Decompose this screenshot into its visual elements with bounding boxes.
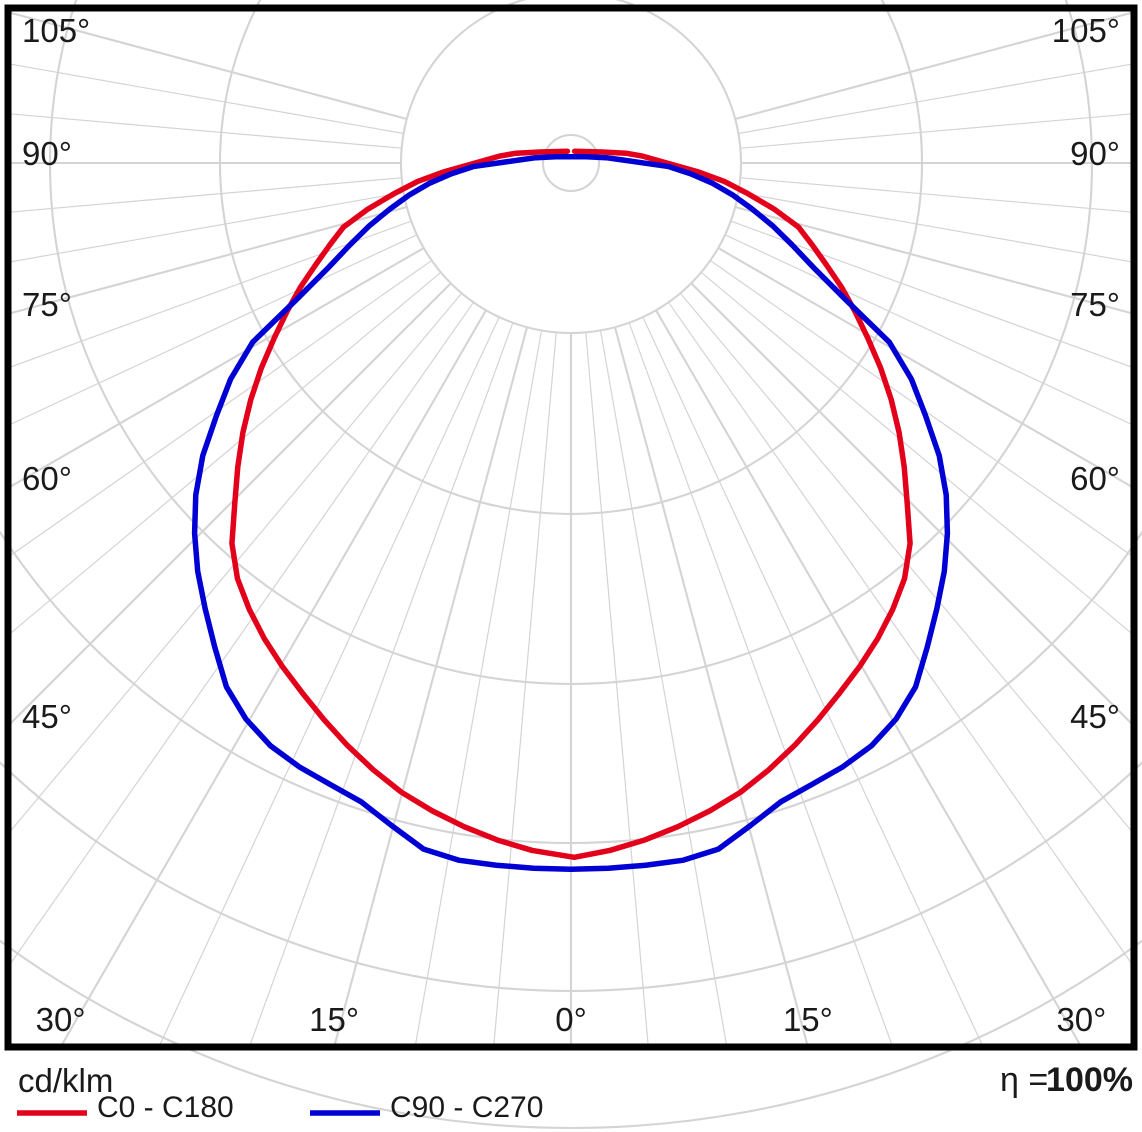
svg-text:105°: 105° xyxy=(1052,12,1120,49)
svg-text:60°: 60° xyxy=(1070,460,1120,497)
svg-text:C90 - C270: C90 - C270 xyxy=(390,1091,543,1124)
svg-text:C0 - C180: C0 - C180 xyxy=(97,1091,234,1124)
svg-text:15°: 15° xyxy=(309,1001,359,1038)
svg-text:45°: 45° xyxy=(1070,698,1120,735)
svg-text:75°: 75° xyxy=(1070,286,1120,323)
svg-text:15°: 15° xyxy=(783,1001,833,1038)
svg-text:105°: 105° xyxy=(22,12,90,49)
svg-text:90°: 90° xyxy=(1070,135,1120,172)
svg-text:90°: 90° xyxy=(22,135,72,172)
svg-text:0°: 0° xyxy=(555,1001,587,1038)
svg-text:45°: 45° xyxy=(22,698,72,735)
svg-text:η =: η = xyxy=(1000,1061,1048,1099)
svg-text:30°: 30° xyxy=(1056,1001,1106,1038)
svg-text:30°: 30° xyxy=(36,1001,86,1038)
svg-text:75°: 75° xyxy=(22,286,72,323)
svg-text:100%: 100% xyxy=(1046,1061,1133,1099)
svg-text:60°: 60° xyxy=(22,460,72,497)
